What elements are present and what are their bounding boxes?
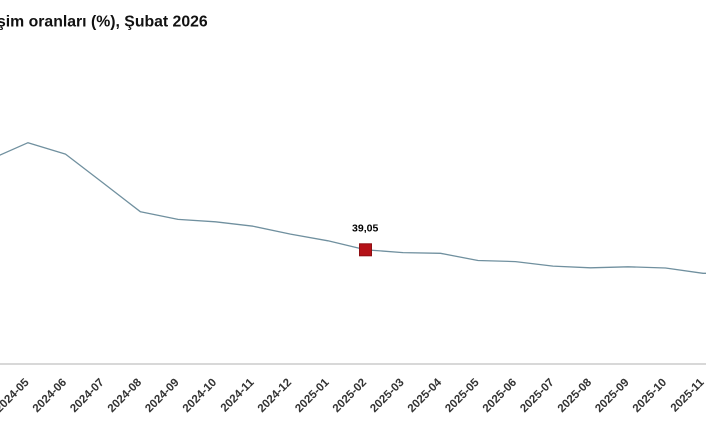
svg-text:39,05: 39,05 (352, 223, 378, 235)
svg-text:şim oranları (%), Şubat 2026: şim oranları (%), Şubat 2026 (0, 14, 208, 31)
